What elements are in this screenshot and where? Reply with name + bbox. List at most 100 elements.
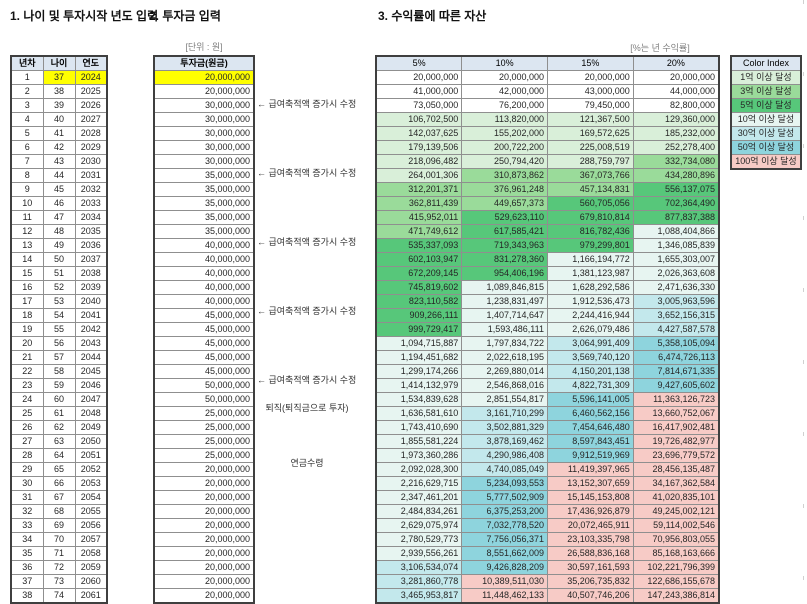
year-index-cell[interactable]: 30: [10, 476, 44, 491]
calendar-year-cell[interactable]: 2056: [74, 518, 108, 533]
asset-value-cell[interactable]: 155,202,000: [461, 126, 548, 141]
asset-value-cell[interactable]: 41,000,000: [375, 84, 463, 99]
asset-value-cell[interactable]: 3,106,534,074: [375, 560, 463, 575]
calendar-year-cell[interactable]: 2058: [74, 546, 108, 561]
year-index-cell[interactable]: 18: [10, 308, 44, 323]
age-cell[interactable]: 49: [42, 238, 76, 253]
investment-cell[interactable]: 35,000,000: [153, 210, 255, 225]
investment-cell[interactable]: 20,000,000: [153, 462, 255, 477]
age-cell[interactable]: 70: [42, 532, 76, 547]
asset-value-cell[interactable]: 179,139,506: [375, 140, 463, 155]
asset-value-cell[interactable]: 129,360,000: [632, 112, 720, 127]
investment-cell[interactable]: 20,000,000: [153, 84, 255, 99]
asset-value-cell[interactable]: 2,484,834,261: [375, 504, 463, 519]
asset-value-cell[interactable]: 34,167,362,584: [632, 476, 720, 491]
investment-cell[interactable]: 20,000,000: [153, 518, 255, 533]
asset-value-cell[interactable]: 2,629,075,974: [375, 518, 463, 533]
age-cell[interactable]: 38: [42, 84, 76, 99]
year-index-cell[interactable]: 23: [10, 378, 44, 393]
age-cell[interactable]: 69: [42, 518, 76, 533]
asset-value-cell[interactable]: 15,145,153,808: [547, 490, 634, 505]
asset-value-cell[interactable]: 3,878,169,462: [461, 434, 548, 449]
age-cell[interactable]: 66: [42, 476, 76, 491]
calendar-year-cell[interactable]: 2029: [74, 140, 108, 155]
investment-cell[interactable]: 45,000,000: [153, 350, 255, 365]
year-index-cell[interactable]: 8: [10, 168, 44, 183]
year-index-cell[interactable]: 11: [10, 210, 44, 225]
calendar-year-cell[interactable]: 2024: [74, 70, 108, 85]
calendar-year-cell[interactable]: 2040: [74, 294, 108, 309]
asset-value-cell[interactable]: 560,705,056: [547, 196, 634, 211]
asset-value-cell[interactable]: 4,740,085,049: [461, 462, 548, 477]
asset-value-cell[interactable]: 1,094,715,887: [375, 336, 463, 351]
calendar-year-cell[interactable]: 2055: [74, 504, 108, 519]
investment-cell[interactable]: 40,000,000: [153, 266, 255, 281]
asset-value-cell[interactable]: 1,636,581,610: [375, 406, 463, 421]
year-index-cell[interactable]: 28: [10, 448, 44, 463]
year-index-cell[interactable]: 3: [10, 98, 44, 113]
asset-value-cell[interactable]: 3,652,156,315: [632, 308, 720, 323]
investment-cell[interactable]: 30,000,000: [153, 140, 255, 155]
age-cell[interactable]: 44: [42, 168, 76, 183]
asset-value-cell[interactable]: 1,912,536,473: [547, 294, 634, 309]
year-index-cell[interactable]: 31: [10, 490, 44, 505]
year-index-cell[interactable]: 4: [10, 112, 44, 127]
calendar-year-cell[interactable]: 2026: [74, 98, 108, 113]
asset-value-cell[interactable]: 82,800,000: [632, 98, 720, 113]
age-cell[interactable]: 57: [42, 350, 76, 365]
asset-value-cell[interactable]: 376,961,248: [461, 182, 548, 197]
asset-value-cell[interactable]: 16,417,902,481: [632, 420, 720, 435]
age-cell[interactable]: 46: [42, 196, 76, 211]
asset-value-cell[interactable]: 2,092,028,300: [375, 462, 463, 477]
asset-value-cell[interactable]: 225,008,519: [547, 140, 634, 155]
age-cell[interactable]: 48: [42, 224, 76, 239]
investment-cell[interactable]: 45,000,000: [153, 336, 255, 351]
age-cell[interactable]: 61: [42, 406, 76, 421]
year-index-cell[interactable]: 1: [10, 70, 44, 85]
calendar-year-cell[interactable]: 2042: [74, 322, 108, 337]
asset-value-cell[interactable]: 979,299,801: [547, 238, 634, 253]
age-cell[interactable]: 39: [42, 98, 76, 113]
asset-value-cell[interactable]: 70,956,803,055: [632, 532, 720, 547]
year-index-cell[interactable]: 9: [10, 182, 44, 197]
year-index-cell[interactable]: 10: [10, 196, 44, 211]
investment-cell[interactable]: 20,000,000: [153, 504, 255, 519]
asset-value-cell[interactable]: 831,278,360: [461, 252, 548, 267]
asset-value-cell[interactable]: 679,810,814: [547, 210, 634, 225]
calendar-year-cell[interactable]: 2052: [74, 462, 108, 477]
asset-value-cell[interactable]: 122,686,155,678: [632, 574, 720, 589]
year-index-cell[interactable]: 32: [10, 504, 44, 519]
asset-value-cell[interactable]: 449,657,373: [461, 196, 548, 211]
investment-cell[interactable]: 45,000,000: [153, 364, 255, 379]
asset-value-cell[interactable]: 617,585,421: [461, 224, 548, 239]
asset-value-cell[interactable]: 816,782,436: [547, 224, 634, 239]
age-cell[interactable]: 55: [42, 322, 76, 337]
asset-value-cell[interactable]: 3,502,881,329: [461, 420, 548, 435]
year-index-cell[interactable]: 6: [10, 140, 44, 155]
calendar-year-cell[interactable]: 2053: [74, 476, 108, 491]
asset-value-cell[interactable]: 1,743,410,690: [375, 420, 463, 435]
age-cell[interactable]: 59: [42, 378, 76, 393]
asset-value-cell[interactable]: 1,166,194,772: [547, 252, 634, 267]
asset-value-cell[interactable]: 310,873,862: [461, 168, 548, 183]
year-index-cell[interactable]: 14: [10, 252, 44, 267]
asset-value-cell[interactable]: 5,358,105,094: [632, 336, 720, 351]
asset-value-cell[interactable]: 367,073,766: [547, 168, 634, 183]
calendar-year-cell[interactable]: 2031: [74, 168, 108, 183]
asset-value-cell[interactable]: 1,628,292,586: [547, 280, 634, 295]
asset-value-cell[interactable]: 9,912,519,969: [547, 448, 634, 463]
asset-value-cell[interactable]: 113,820,000: [461, 112, 548, 127]
asset-value-cell[interactable]: 471,749,612: [375, 224, 463, 239]
asset-value-cell[interactable]: 73,050,000: [375, 98, 463, 113]
asset-value-cell[interactable]: 20,000,000: [461, 70, 548, 85]
calendar-year-cell[interactable]: 2044: [74, 350, 108, 365]
asset-value-cell[interactable]: 9,427,605,602: [632, 378, 720, 393]
investment-cell[interactable]: 25,000,000: [153, 406, 255, 421]
asset-value-cell[interactable]: 7,032,778,520: [461, 518, 548, 533]
asset-value-cell[interactable]: 1,797,834,722: [461, 336, 548, 351]
year-index-cell[interactable]: 20: [10, 336, 44, 351]
asset-value-cell[interactable]: 434,280,896: [632, 168, 720, 183]
calendar-year-cell[interactable]: 2049: [74, 420, 108, 435]
asset-value-cell[interactable]: 106,702,500: [375, 112, 463, 127]
asset-value-cell[interactable]: 999,729,417: [375, 322, 463, 337]
